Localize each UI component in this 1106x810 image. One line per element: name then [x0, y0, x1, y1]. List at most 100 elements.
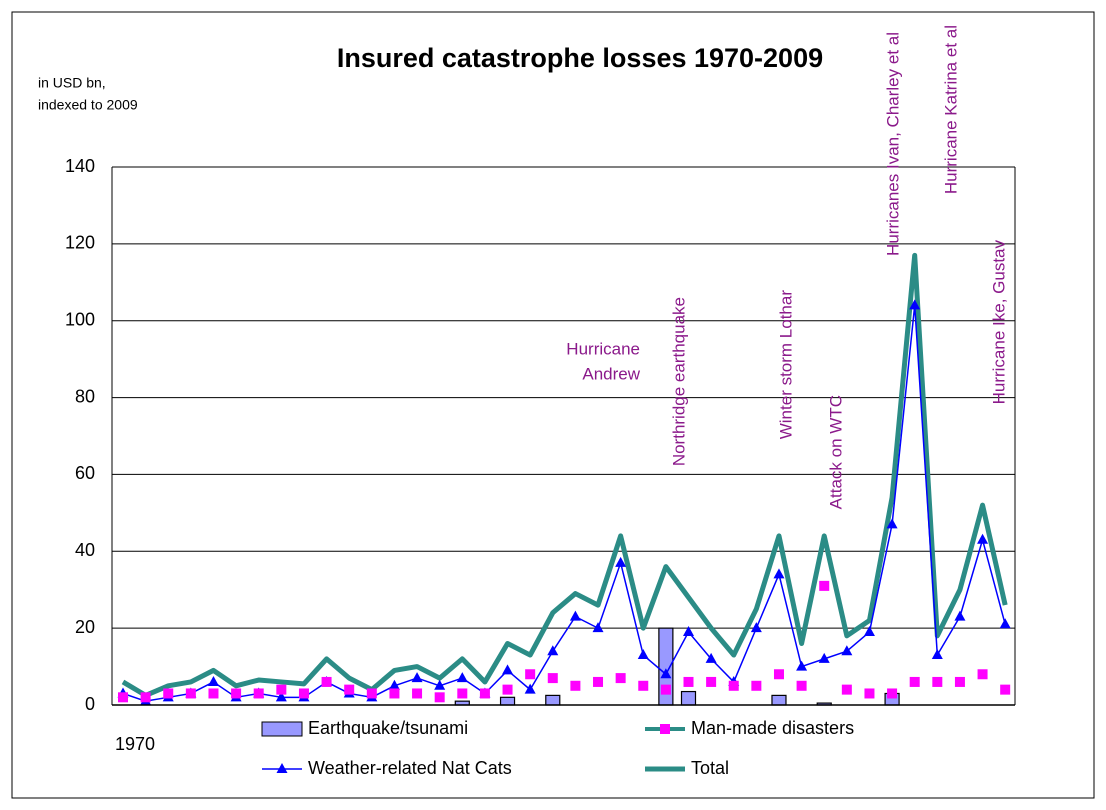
legend-label: Weather-related Nat Cats: [308, 758, 512, 778]
marker: [457, 688, 468, 699]
marker: [909, 676, 920, 687]
marker: [118, 692, 128, 703]
marker: [592, 622, 604, 633]
marker: [140, 692, 151, 703]
marker: [411, 672, 423, 683]
annotation: Winter storm Lothar: [776, 290, 795, 440]
total-line: [121, 252, 1008, 698]
marker: [683, 676, 694, 687]
marker: [479, 688, 490, 699]
y-tick-label: 140: [65, 156, 95, 176]
marker: [456, 672, 468, 683]
marker: [818, 652, 830, 663]
marker: [841, 684, 852, 695]
marker: [615, 556, 627, 567]
bar: [499, 696, 516, 706]
marker: [751, 680, 762, 691]
marker: [705, 652, 717, 663]
annotation: Northridge earthquake: [669, 297, 688, 466]
marker: [864, 688, 875, 699]
marker: [660, 684, 671, 695]
marker: [887, 688, 898, 699]
y-tick-label: 80: [75, 386, 95, 406]
marker: [502, 684, 513, 695]
y-tick-label: 100: [65, 309, 95, 329]
marker: [773, 568, 785, 579]
marker: [796, 660, 808, 671]
marker: [841, 645, 853, 656]
marker: [344, 684, 355, 695]
chart-title: Insured catastrophe losses 1970-2009: [337, 43, 823, 73]
marker: [977, 533, 989, 544]
marker: [728, 680, 739, 691]
marker: [1000, 684, 1011, 695]
series-line: [122, 304, 1006, 702]
marker: [931, 649, 943, 660]
marker: [525, 669, 536, 680]
marker: [954, 610, 966, 621]
legend-marker: [660, 724, 670, 734]
y-tick-label: 20: [75, 617, 95, 637]
marker: [275, 691, 287, 702]
marker: [298, 688, 309, 699]
legend-marker: [276, 763, 288, 773]
marker: [999, 618, 1011, 629]
annotation: Hurricane Katrina et al: [941, 25, 960, 194]
marker: [977, 669, 988, 680]
marker: [434, 692, 445, 703]
legend-box: [248, 709, 1010, 771]
marker: [637, 649, 649, 660]
marker: [253, 688, 264, 699]
marker: [208, 688, 219, 699]
marker: [683, 625, 694, 636]
y-tick-label: 0: [85, 694, 95, 714]
marker: [615, 673, 626, 684]
marker: [886, 518, 898, 529]
marker: [276, 684, 287, 695]
marker: [954, 676, 965, 687]
annotation: Hurricanes Ivan, Charley et al: [883, 32, 902, 256]
frame: [11, 11, 1095, 799]
marker: [502, 664, 514, 675]
annotation: Andrew: [582, 364, 640, 383]
marker: [750, 622, 762, 633]
marker: [706, 676, 717, 687]
marker: [593, 676, 604, 687]
marker: [524, 683, 536, 694]
marker: [231, 688, 242, 699]
marker: [932, 676, 943, 687]
marker: [389, 688, 400, 699]
marker: [321, 676, 332, 687]
legend-swatch: [261, 721, 303, 737]
legend: Earthquake/tsunami Man-made disasters Weat…: [248, 709, 1010, 778]
x-tick-label: 1970: [115, 734, 155, 754]
y-tick-label: 60: [75, 463, 95, 483]
legend-label: Total: [691, 758, 729, 778]
y-tick-label: 120: [65, 233, 95, 253]
annotation: Hurricane: [566, 339, 640, 358]
legend-label: Man-made disasters: [691, 718, 854, 738]
marker: [570, 680, 581, 691]
marker: [412, 688, 423, 699]
marker: [366, 688, 377, 699]
bar: [771, 694, 787, 706]
bar: [545, 694, 561, 706]
marker: [819, 580, 830, 591]
marker: [434, 679, 446, 690]
bar: [680, 690, 697, 706]
marker: [773, 669, 784, 680]
marker: [569, 610, 581, 621]
marker: [547, 673, 558, 684]
y-axis-label: in USD bn,: [38, 75, 106, 91]
marker: [863, 625, 875, 636]
legend-label: Earthquake/tsunami: [308, 718, 468, 738]
marker: [909, 299, 921, 310]
marker: [638, 680, 649, 691]
marker: [796, 680, 807, 691]
marker: [388, 679, 400, 690]
marker: [207, 675, 219, 686]
annotation: Attack on WTC: [826, 395, 845, 509]
marker: [185, 688, 196, 699]
y-axis-label: indexed to 2009: [38, 97, 138, 113]
